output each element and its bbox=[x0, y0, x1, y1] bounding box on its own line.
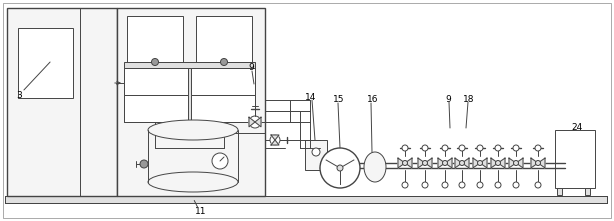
Polygon shape bbox=[425, 158, 432, 168]
Ellipse shape bbox=[364, 152, 386, 182]
Ellipse shape bbox=[148, 120, 238, 140]
Polygon shape bbox=[271, 135, 279, 140]
Polygon shape bbox=[462, 158, 469, 168]
Bar bbox=[124, 68, 255, 122]
Polygon shape bbox=[538, 158, 545, 168]
Circle shape bbox=[513, 145, 519, 151]
Circle shape bbox=[478, 160, 483, 166]
Text: 24: 24 bbox=[571, 122, 582, 131]
Circle shape bbox=[495, 182, 501, 188]
Circle shape bbox=[337, 165, 343, 171]
Circle shape bbox=[402, 182, 408, 188]
Bar bbox=[7, 8, 117, 196]
Circle shape bbox=[459, 145, 465, 151]
Text: 11: 11 bbox=[195, 208, 206, 217]
Polygon shape bbox=[516, 158, 523, 168]
Polygon shape bbox=[445, 158, 452, 168]
Circle shape bbox=[312, 148, 320, 156]
Bar bbox=[127, 16, 183, 62]
Bar bbox=[191, 68, 255, 95]
Bar bbox=[117, 8, 265, 196]
Circle shape bbox=[459, 182, 465, 188]
Polygon shape bbox=[480, 158, 487, 168]
Circle shape bbox=[442, 182, 448, 188]
Bar bbox=[18, 28, 73, 98]
Bar bbox=[196, 16, 252, 62]
Text: 9: 9 bbox=[248, 63, 254, 72]
Circle shape bbox=[422, 182, 428, 188]
Polygon shape bbox=[455, 158, 462, 168]
Circle shape bbox=[270, 135, 280, 145]
Text: 18: 18 bbox=[463, 95, 475, 103]
Bar bbox=[5, 196, 607, 203]
Polygon shape bbox=[255, 117, 261, 127]
Bar bbox=[305, 140, 327, 170]
Circle shape bbox=[535, 160, 540, 166]
Circle shape bbox=[422, 145, 428, 151]
Bar bbox=[124, 68, 188, 95]
Bar bbox=[585, 188, 590, 195]
Circle shape bbox=[220, 59, 228, 65]
Circle shape bbox=[513, 182, 519, 188]
Circle shape bbox=[535, 182, 541, 188]
Circle shape bbox=[495, 145, 501, 151]
Polygon shape bbox=[531, 158, 538, 168]
Circle shape bbox=[477, 145, 483, 151]
Bar bbox=[555, 130, 595, 188]
Circle shape bbox=[140, 160, 148, 168]
Bar bbox=[124, 62, 255, 68]
Polygon shape bbox=[473, 158, 480, 168]
Bar bbox=[124, 95, 188, 122]
Circle shape bbox=[535, 145, 541, 151]
Ellipse shape bbox=[148, 172, 238, 192]
Polygon shape bbox=[249, 117, 255, 127]
Polygon shape bbox=[398, 158, 405, 168]
Bar bbox=[148, 130, 238, 182]
Circle shape bbox=[212, 153, 228, 169]
Polygon shape bbox=[491, 158, 498, 168]
Bar bbox=[191, 95, 255, 122]
Circle shape bbox=[477, 182, 483, 188]
Text: 16: 16 bbox=[367, 95, 378, 103]
Circle shape bbox=[152, 59, 158, 65]
Circle shape bbox=[443, 160, 448, 166]
Text: 3: 3 bbox=[16, 91, 21, 99]
Polygon shape bbox=[509, 158, 516, 168]
Circle shape bbox=[422, 160, 427, 166]
Polygon shape bbox=[438, 158, 445, 168]
Circle shape bbox=[402, 145, 408, 151]
Circle shape bbox=[459, 160, 465, 166]
Bar bbox=[5, 196, 607, 203]
Circle shape bbox=[442, 145, 448, 151]
Bar bbox=[557, 188, 562, 195]
Polygon shape bbox=[405, 158, 412, 168]
Text: 14: 14 bbox=[305, 93, 316, 101]
Circle shape bbox=[320, 148, 360, 188]
Text: 9: 9 bbox=[445, 95, 451, 103]
Polygon shape bbox=[271, 140, 279, 145]
Circle shape bbox=[513, 160, 518, 166]
Circle shape bbox=[403, 160, 408, 166]
Circle shape bbox=[249, 116, 261, 128]
Circle shape bbox=[495, 160, 500, 166]
Text: 15: 15 bbox=[333, 95, 344, 103]
Polygon shape bbox=[418, 158, 425, 168]
Polygon shape bbox=[498, 158, 505, 168]
